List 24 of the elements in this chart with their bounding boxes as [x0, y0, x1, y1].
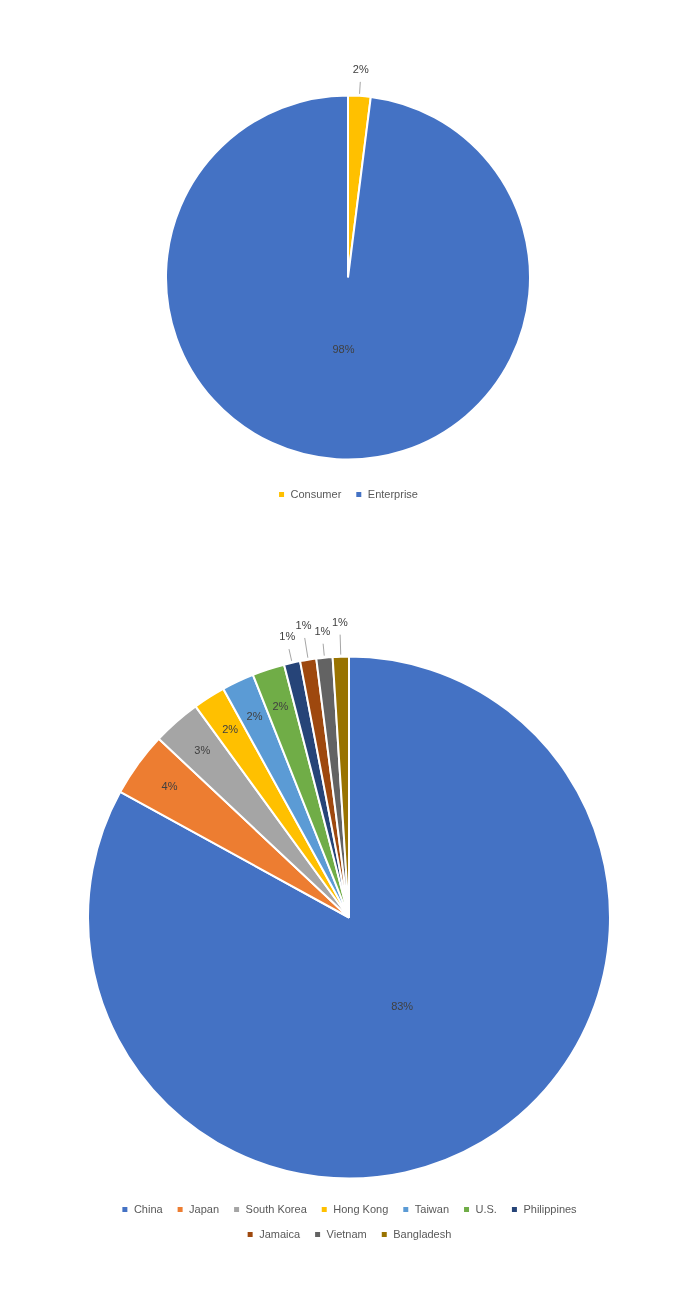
- legend-label: Hong Kong: [333, 1202, 389, 1215]
- data-label: 3%: [194, 744, 211, 757]
- legend-label: Japan: [189, 1202, 220, 1215]
- legend-label: Philippines: [523, 1202, 578, 1215]
- data-label: 1%: [295, 619, 312, 632]
- legend-label: Enterprise: [367, 487, 418, 500]
- data-label: 2%: [222, 723, 239, 736]
- legend-label: Consumer: [290, 487, 342, 500]
- legend-label: U.S.: [475, 1202, 497, 1215]
- data-label: 2%: [272, 699, 289, 712]
- legend-label: China: [133, 1202, 164, 1215]
- data-label: 2%: [352, 62, 369, 75]
- legend-label: Bangladesh: [393, 1227, 452, 1240]
- data-label: 1%: [331, 615, 349, 628]
- data-label: 1%: [279, 630, 296, 643]
- data-label: 98%: [332, 343, 355, 356]
- legend-label: Vietnam: [326, 1227, 367, 1240]
- legend-label: Jamaica: [259, 1227, 301, 1240]
- data-label: 2%: [246, 709, 263, 722]
- data-label: 4%: [161, 780, 178, 793]
- data-label: 83%: [391, 1000, 414, 1013]
- data-label: 1%: [314, 624, 331, 637]
- legend-label: Taiwan: [414, 1202, 450, 1215]
- legend-label: South Korea: [245, 1202, 308, 1215]
